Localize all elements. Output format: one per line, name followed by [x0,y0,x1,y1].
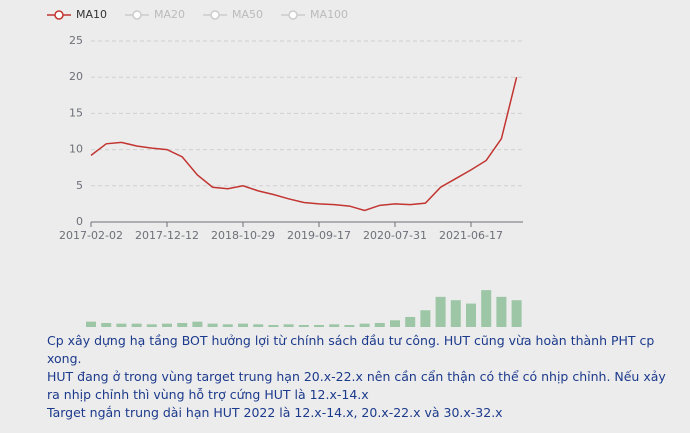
volume-bar [390,320,400,327]
volume-bar [435,296,446,327]
volume-bar [207,323,218,327]
legend-marker [54,10,64,20]
legend-item[interactable]: MA10 [47,8,107,21]
volume-bar [466,303,476,327]
volume-bar [420,310,431,327]
legend-label: MA100 [310,8,348,21]
x-tick-label: 2017-12-12 [135,229,199,242]
volume-bar [101,322,112,327]
y-tick-label: 15 [69,106,83,119]
y-tick-label: 20 [69,70,83,83]
ma-line [90,77,518,212]
volume-bar [268,324,279,327]
legend-item[interactable]: MA50 [203,8,263,21]
volume-bar [359,323,370,327]
y-tick-label: 10 [69,143,83,156]
volume-bar [86,321,96,327]
legend-marker [288,10,298,20]
legend-item[interactable]: MA100 [281,8,348,21]
y-tick-label: 0 [76,215,83,228]
volume-bar [192,321,203,327]
legend-label: MA10 [76,8,107,21]
volume-bar [131,323,142,327]
x-tick-label: 2020-07-31 [363,229,427,242]
post-line: HUT đang ở trong vùng target trung hạn 2… [47,369,666,402]
post-line: Cp xây dựng hạ tầng BOT hưởng lợi từ chí… [47,333,655,366]
volume-bar [116,323,127,327]
legend-label: MA50 [232,8,263,21]
volume-bar [511,300,522,327]
x-tick-label: 2018-10-29 [211,229,275,242]
chart: 0 5 10 15 20 25 2017-02-02 2017-12-12 2018-10-29… [47,8,523,327]
volume-bar [405,316,416,327]
y-tick-label: 25 [69,34,83,47]
x-tick-label: 2021-06-17 [439,229,503,242]
volume-bar [496,296,507,327]
legend-marker [132,10,142,20]
volume-bar [344,324,355,327]
volume-bar [314,324,324,327]
legend-marker [210,10,220,20]
volume-bar [162,323,172,327]
volume-bar [374,322,385,327]
volume-bar [329,324,340,327]
volume-bar [283,324,294,327]
legend-item[interactable]: MA20 [125,8,185,21]
post-line: Target ngắn trung dài hạn HUT 2022 là 12… [47,405,503,420]
volume-bar [450,300,461,327]
legend-label: MA20 [154,8,185,21]
post-text: Cp xây dựng hạ tầng BOT hưởng lợi từ chí… [47,332,667,422]
volume-bar [238,323,248,327]
volume-bar [253,324,264,327]
volume-bar [222,324,233,327]
y-tick-label: 5 [76,179,83,192]
volume-bar [298,324,309,327]
volume-bar [481,290,492,327]
x-tick-label: 2017-02-02 [59,229,123,242]
x-tick-label: 2019-09-17 [287,229,351,242]
volume-bar [177,322,188,327]
volume-bar [146,324,157,327]
